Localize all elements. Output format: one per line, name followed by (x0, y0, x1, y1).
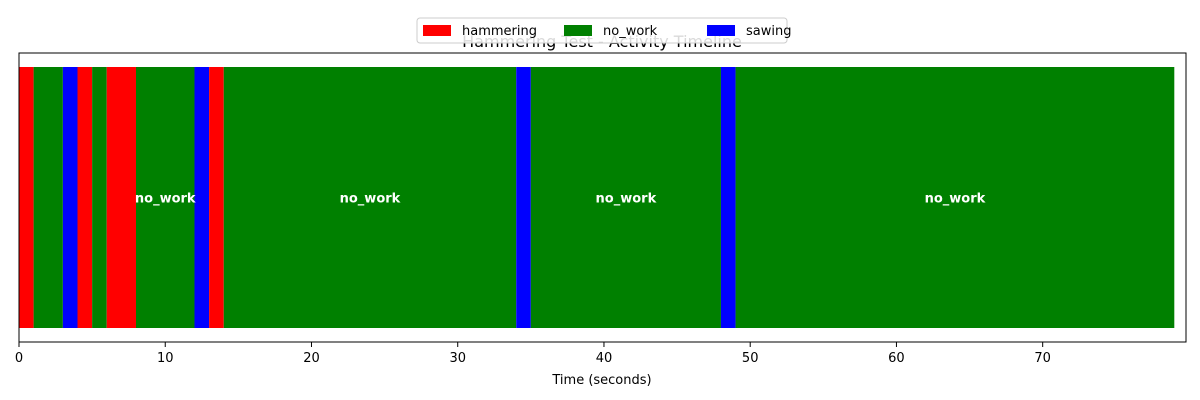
x-axis-label: Time (seconds) (551, 373, 651, 388)
segment-no_work-6 (135, 67, 195, 328)
segment-label-11: no_work (596, 192, 657, 207)
legend-box (416, 17, 788, 44)
x-tick-label-0: 0 (15, 351, 23, 366)
x-tick-label-50: 50 (742, 351, 759, 366)
segment-label-13: no_work (925, 192, 986, 207)
legend-label-sawing: sawing (746, 24, 791, 39)
legend: hammering no_work sawing (416, 17, 791, 44)
segment-no_work-4 (92, 67, 107, 328)
legend-swatch-no_work (564, 25, 592, 36)
legend-swatch-sawing (707, 25, 735, 36)
segment-no_work-13 (735, 67, 1175, 328)
segment-hammering-5 (106, 67, 136, 328)
plot-frame (18, 52, 1187, 343)
segment-sawing-7 (194, 67, 210, 328)
segment-label-6: no_work (135, 192, 196, 207)
x-tick-label-30: 30 (449, 351, 466, 366)
x-tick-label-40: 40 (596, 351, 613, 366)
segment-hammering-8 (209, 67, 224, 328)
segment-no_work-11 (530, 67, 721, 328)
x-tick-label-20: 20 (303, 351, 320, 366)
segment-sawing-2 (62, 67, 78, 328)
x-tick-label-60: 60 (888, 351, 905, 366)
segment-hammering-3 (77, 67, 93, 328)
x-tick-label-10: 10 (157, 351, 174, 366)
segment-sawing-10 (516, 67, 531, 328)
segment-sawing-12 (720, 67, 736, 328)
plot-area: no_work no_work no_work no_work 0 10 20 30 40 50 6… (15, 52, 1187, 366)
segment-label-9: no_work (340, 192, 401, 207)
legend-label-hammering: hammering (462, 24, 537, 39)
x-tick-label-70: 70 (1034, 351, 1051, 366)
segment-no_work-1 (33, 67, 63, 328)
segment-no_work-9 (223, 67, 517, 328)
segment-hammering-0 (19, 67, 34, 328)
legend-label-no_work: no_work (603, 24, 658, 39)
legend-swatch-hammering (423, 25, 451, 36)
